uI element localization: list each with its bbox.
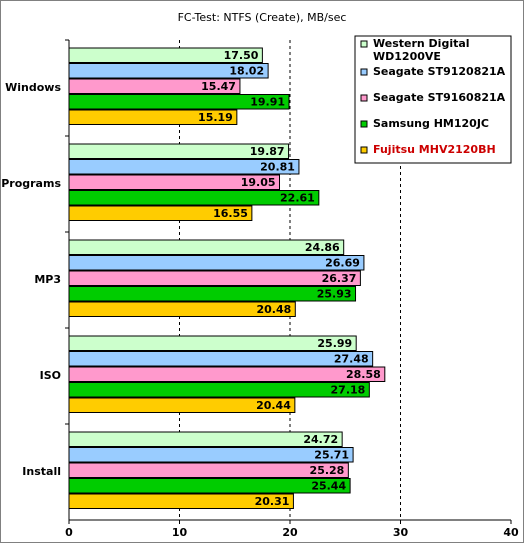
- legend-label-seagate-st9120821a: Seagate ST9120821A: [373, 65, 506, 78]
- legend-swatch-seagate-st9160821a: [360, 94, 368, 102]
- bar-seagate-st9120821a-iso: [68, 351, 374, 367]
- data-label: 19.87: [250, 145, 285, 158]
- data-label: 24.86: [305, 241, 340, 254]
- category-label-programs: Programs: [1, 177, 61, 190]
- data-label: 27.48: [334, 353, 369, 366]
- x-tick-label: 10: [172, 526, 188, 539]
- data-label: 15.19: [198, 111, 233, 124]
- data-label: 20.44: [256, 399, 291, 412]
- axes: 0 10 20 30 40 Windows Programs MP3 ISO Install: [1, 39, 519, 539]
- bar-seagate-st9120821a-mp3: [68, 255, 365, 271]
- x-tick-label: 20: [282, 526, 298, 539]
- x-tick-label: 30: [393, 526, 409, 539]
- x-tick-label: 40: [503, 526, 519, 539]
- legend-swatch-samsung-hm120jc: [360, 120, 368, 128]
- category-label-install: Install: [22, 465, 61, 478]
- data-label: 17.50: [224, 49, 259, 62]
- data-label: 18.02: [229, 65, 264, 78]
- bar-western-digital-wd1200ve-iso: [68, 335, 357, 351]
- bar-samsung-hm120jc-mp3: [68, 286, 357, 302]
- legend-swatch-western-digital-wd1200ve: [360, 40, 368, 48]
- bar-western-digital-wd1200ve-mp3: [68, 239, 345, 255]
- legend-label-samsung-hm120jc: Samsung HM120JC: [373, 117, 489, 130]
- legend-label-western-digital-wd1200ve: WD1200VE: [373, 50, 441, 63]
- data-label: 19.91: [250, 96, 285, 109]
- data-label: 20.81: [260, 161, 295, 174]
- category-label-mp3: MP3: [34, 273, 61, 286]
- data-label: 25.44: [311, 480, 346, 493]
- data-label: 16.55: [213, 207, 248, 220]
- category-label-windows: Windows: [5, 81, 61, 94]
- data-label: 20.31: [255, 495, 290, 508]
- data-label: 24.72: [303, 433, 338, 446]
- bars: 17.50 18.02 15.47 19.91 15.19 19.87 20.81 19.05…: [68, 47, 386, 509]
- data-label: 20.48: [257, 303, 292, 316]
- x-tick-label: 0: [65, 526, 73, 539]
- bar-western-digital-wd1200ve-install: [68, 431, 343, 447]
- data-label: 27.18: [331, 384, 366, 397]
- data-label: 25.71: [314, 449, 349, 462]
- bar-samsung-hm120jc-iso: [68, 382, 370, 398]
- bar-samsung-hm120jc-install: [68, 478, 351, 494]
- legend-box: [354, 35, 512, 164]
- data-label: 26.69: [325, 257, 360, 270]
- data-label: 28.58: [346, 368, 381, 381]
- bar-seagate-st9120821a-install: [68, 447, 354, 463]
- bar-seagate-st9160821a-iso: [68, 366, 386, 382]
- data-label: 15.47: [201, 80, 236, 93]
- legend-label-western-digital-wd1200ve: Western Digital: [373, 37, 470, 50]
- data-label: 25.99: [317, 337, 352, 350]
- data-label: 22.61: [280, 192, 315, 205]
- data-label: 25.28: [310, 464, 345, 477]
- data-label: 25.93: [317, 288, 352, 301]
- data-label: 19.05: [241, 176, 276, 189]
- legend-swatch-fujitsu-mhv2120bh: [360, 146, 368, 154]
- chart-title: FC-Test: NTFS (Create), MB/sec: [178, 11, 347, 24]
- legend-label-seagate-st9160821a: Seagate ST9160821A: [373, 91, 506, 104]
- data-label: 26.37: [322, 272, 357, 285]
- bar-seagate-st9160821a-install: [68, 462, 349, 478]
- bar-seagate-st9160821a-mp3: [68, 270, 361, 286]
- legend-swatch-seagate-st9120821a: [360, 68, 368, 76]
- legend-label-fujitsu-mhv2120bh: Fujitsu MHV2120BH: [373, 143, 496, 156]
- category-label-iso: ISO: [40, 369, 61, 382]
